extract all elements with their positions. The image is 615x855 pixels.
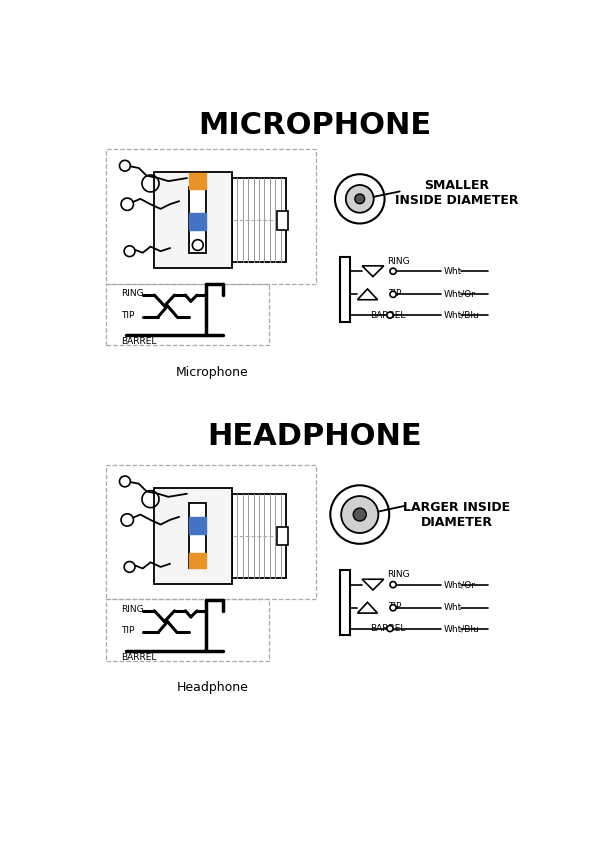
Polygon shape	[357, 289, 378, 300]
Text: BARREL: BARREL	[121, 337, 156, 345]
Bar	[106, 599, 269, 661]
Polygon shape	[362, 266, 384, 277]
Circle shape	[341, 496, 378, 533]
Text: TIP: TIP	[121, 310, 135, 320]
Bar	[340, 570, 350, 635]
Circle shape	[192, 239, 203, 251]
Text: Wht/Or: Wht/Or	[443, 290, 475, 299]
Circle shape	[390, 292, 396, 298]
Text: TIP: TIP	[389, 603, 402, 611]
Bar	[277, 527, 288, 545]
Text: BARREL: BARREL	[121, 652, 156, 662]
Text: BARREL: BARREL	[370, 310, 405, 320]
Bar	[189, 213, 206, 230]
Circle shape	[355, 194, 365, 203]
Text: LARGER INSIDE
DIAMETER: LARGER INSIDE DIAMETER	[403, 500, 510, 528]
Bar	[189, 503, 206, 569]
Circle shape	[330, 486, 389, 544]
Circle shape	[353, 508, 367, 521]
Text: Headphone: Headphone	[177, 681, 248, 694]
Bar	[189, 187, 206, 253]
Bar	[277, 211, 288, 230]
Circle shape	[124, 246, 135, 256]
Text: Microphone: Microphone	[176, 366, 249, 379]
Text: Wht/Blu: Wht/Blu	[443, 310, 479, 320]
Circle shape	[124, 562, 135, 572]
Circle shape	[390, 581, 396, 587]
Bar	[106, 464, 315, 599]
Circle shape	[387, 625, 393, 632]
Circle shape	[387, 312, 393, 318]
Circle shape	[192, 556, 203, 566]
Circle shape	[390, 604, 396, 610]
Bar	[106, 284, 269, 345]
Circle shape	[119, 161, 130, 171]
Circle shape	[335, 174, 384, 223]
Text: Wht: Wht	[443, 267, 462, 275]
Text: HEADPHONE: HEADPHONE	[207, 422, 422, 451]
Text: MICROPHONE: MICROPHONE	[198, 111, 431, 140]
Text: Wht/Blu: Wht/Blu	[443, 624, 479, 633]
Bar	[106, 149, 315, 284]
Bar	[154, 172, 232, 268]
Text: RING: RING	[121, 289, 144, 298]
Text: Wht: Wht	[443, 604, 462, 612]
Text: RING: RING	[387, 256, 410, 266]
Circle shape	[121, 198, 133, 210]
Bar	[189, 553, 206, 569]
Text: TIP: TIP	[389, 289, 402, 298]
Bar	[154, 487, 232, 584]
Circle shape	[346, 185, 374, 213]
Circle shape	[119, 476, 130, 486]
Bar	[189, 174, 206, 189]
Polygon shape	[362, 579, 384, 590]
Bar	[340, 256, 350, 322]
Circle shape	[121, 514, 133, 526]
Text: BARREL: BARREL	[370, 624, 405, 633]
Text: TIP: TIP	[121, 627, 135, 635]
Text: Wht/Or: Wht/Or	[443, 581, 475, 589]
Text: SMALLER
INSIDE DIAMETER: SMALLER INSIDE DIAMETER	[395, 179, 518, 207]
Bar	[189, 517, 206, 534]
Text: RING: RING	[121, 604, 144, 614]
Text: RING: RING	[387, 570, 410, 579]
Circle shape	[390, 268, 396, 274]
Polygon shape	[357, 602, 378, 613]
